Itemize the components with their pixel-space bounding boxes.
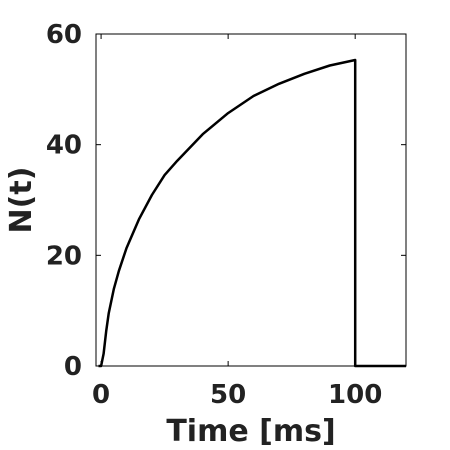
x-tick-label: 0 — [92, 380, 110, 410]
plot-axes — [95, 33, 407, 367]
x-tick-label: 100 — [328, 380, 382, 410]
y-tick-label: 20 — [46, 241, 82, 271]
x-tick-label: 50 — [210, 380, 246, 410]
series-line-n-of-t — [98, 58, 406, 368]
y-tick-label: 60 — [46, 20, 82, 50]
y-tick-label: 0 — [64, 352, 82, 382]
ticks-layer: 0 50 100 0 20 40 60 — [46, 20, 406, 410]
x-axis-title: Time [ms] — [166, 414, 335, 449]
series-layer — [98, 58, 406, 368]
plot-frame — [95, 33, 407, 367]
y-tick-label: 40 — [46, 131, 82, 161]
y-axis-title: N(t) — [4, 167, 39, 234]
